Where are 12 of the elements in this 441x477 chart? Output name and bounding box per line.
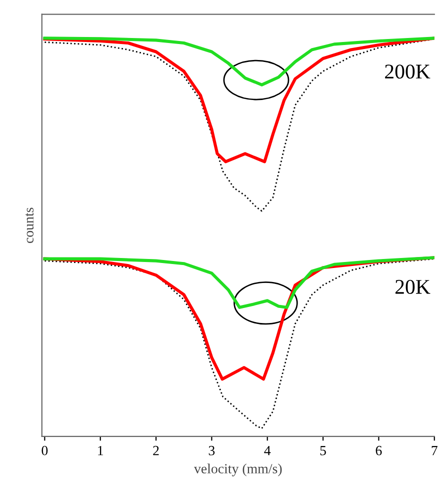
x-tick-label: 2 bbox=[153, 446, 159, 456]
annotation: 200K bbox=[385, 64, 430, 79]
annotation: 20K bbox=[395, 280, 430, 294]
x-tick-label: 6 bbox=[376, 446, 382, 456]
x-tick-label: 1 bbox=[98, 446, 103, 456]
y-axis-title: counts bbox=[26, 208, 34, 243]
x-tick-label: 5 bbox=[320, 446, 326, 456]
x-tick-label: 0 bbox=[42, 446, 48, 456]
x-axis-title: velocity (mm/s) bbox=[194, 464, 282, 476]
x-tick-label: 3 bbox=[208, 446, 215, 456]
x-tick-label: 7 bbox=[432, 446, 438, 456]
x-tick-label: 4 bbox=[264, 446, 271, 456]
